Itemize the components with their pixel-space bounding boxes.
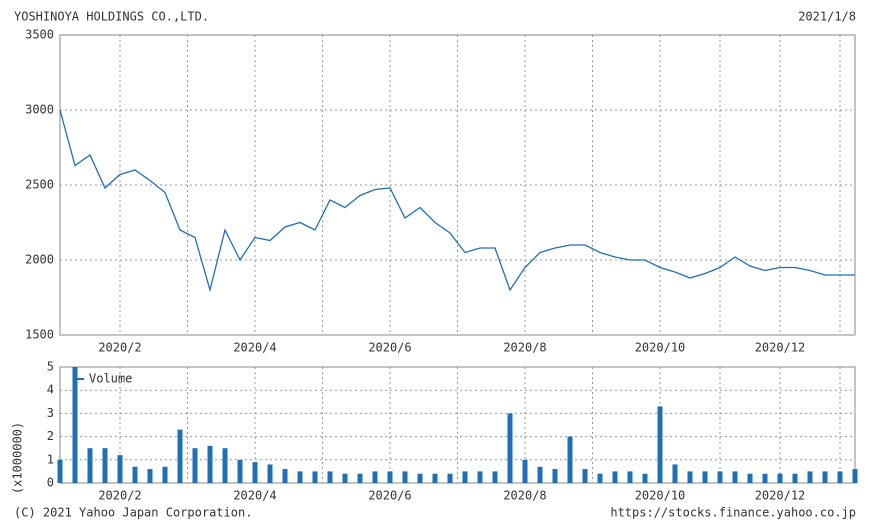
y-tick-label: 3 <box>47 406 54 420</box>
y-tick-label: 5 <box>47 360 54 374</box>
volume-bar <box>612 471 618 483</box>
x-tick-label: 2020/2 <box>98 341 141 355</box>
volume-bar <box>312 471 318 483</box>
volume-bar <box>462 471 468 483</box>
volume-bar <box>57 459 63 483</box>
x-tick-label: 2020/4 <box>233 341 276 355</box>
plot-frame <box>59 366 856 484</box>
volume-bar <box>222 448 228 483</box>
source-url: https://stocks.finance.yahoo.co.jp <box>610 506 856 520</box>
chart-date: 2021/1/8 <box>798 10 856 24</box>
volume-bar <box>207 445 213 483</box>
x-tick-label: 2020/12 <box>755 341 806 355</box>
x-tick-label: 2020/6 <box>368 341 411 355</box>
y-tick-label: 3000 <box>25 103 54 117</box>
volume-bar <box>447 473 453 483</box>
volume-bar <box>642 473 648 483</box>
legend-label: Volume <box>89 372 132 386</box>
x-tick-label: 2020/12 <box>755 489 806 503</box>
volume-bar <box>132 466 138 483</box>
volume-bar <box>387 471 393 483</box>
volume-bar <box>72 367 78 483</box>
volume-bar <box>507 413 513 483</box>
plot-frame <box>59 34 856 336</box>
x-tick-label: 2020/6 <box>368 489 411 503</box>
chart-title: YOSHINOYA HOLDINGS CO.,LTD. <box>14 10 209 24</box>
volume-bar <box>597 473 603 483</box>
volume-bar <box>732 471 738 483</box>
volume-bar <box>357 473 363 483</box>
volume-bar <box>147 469 153 483</box>
volume-bar <box>477 471 483 483</box>
x-tick-label: 2020/2 <box>98 489 141 503</box>
volume-bar <box>657 406 663 483</box>
x-tick-label: 2020/10 <box>635 489 686 503</box>
y-tick-label: 3500 <box>25 28 54 42</box>
volume-bar <box>162 466 168 483</box>
volume-bar <box>282 469 288 483</box>
y-axis-label: (x1000000) <box>11 422 25 494</box>
volume-bar <box>492 471 498 483</box>
volume-bar <box>417 473 423 483</box>
volume-bar <box>402 471 408 483</box>
volume-bar <box>342 473 348 483</box>
volume-bar <box>177 429 183 483</box>
volume-bar <box>807 471 813 483</box>
volume-bar <box>687 471 693 483</box>
copyright: (C) 2021 Yahoo Japan Corporation. <box>14 506 252 520</box>
volume-bar <box>192 448 198 483</box>
volume-bar <box>267 464 273 483</box>
volume-bar <box>852 469 858 483</box>
volume-bar <box>777 473 783 483</box>
volume-bar <box>87 448 93 483</box>
y-tick-label: 2000 <box>25 253 54 267</box>
volume-bar <box>762 473 768 483</box>
volume-bar <box>117 455 123 483</box>
x-tick-label: 2020/10 <box>635 341 686 355</box>
volume-bar <box>717 471 723 483</box>
volume-bar <box>432 473 438 483</box>
y-tick-label: 1 <box>47 452 54 466</box>
volume-bar <box>252 462 258 483</box>
y-tick-label: 0 <box>47 476 54 490</box>
price-line <box>59 109 855 293</box>
y-tick-label: 2500 <box>25 178 54 192</box>
y-tick-label: 1500 <box>25 328 54 342</box>
y-tick-label: 4 <box>47 383 54 397</box>
volume-bar <box>537 466 543 483</box>
y-tick-label: 2 <box>47 429 54 443</box>
volume-bar <box>627 471 633 483</box>
volume-bar <box>792 473 798 483</box>
volume-bar <box>747 473 753 483</box>
x-tick-label: 2020/8 <box>503 341 546 355</box>
volume-bar <box>672 464 678 483</box>
volume-bar <box>297 471 303 483</box>
volume-bar <box>702 471 708 483</box>
volume-bar <box>327 471 333 483</box>
volume-bar <box>822 471 828 483</box>
volume-bar <box>237 459 243 483</box>
volume-bar <box>522 459 528 483</box>
x-tick-label: 2020/8 <box>503 489 546 503</box>
volume-bar <box>567 436 573 483</box>
volume-bar <box>837 471 843 483</box>
volume-bar <box>582 469 588 483</box>
volume-bar <box>102 448 108 483</box>
volume-bar <box>552 469 558 483</box>
x-tick-label: 2020/4 <box>233 489 276 503</box>
volume-bar <box>372 471 378 483</box>
